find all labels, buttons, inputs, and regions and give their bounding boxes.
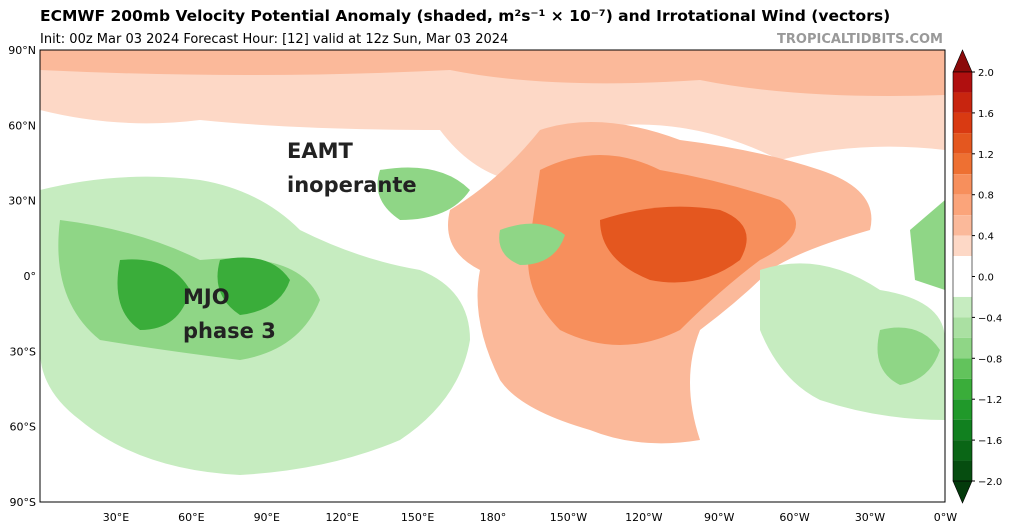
lon-label: 0°W (934, 511, 957, 524)
annotation: inoperante (287, 173, 417, 197)
lon-label: 30°W (855, 511, 885, 524)
lon-label: 150°W (550, 511, 587, 524)
colorbar-band (953, 215, 972, 236)
lon-label: 120°W (625, 511, 662, 524)
lon-label: 90°E (254, 511, 280, 524)
annotation: phase 3 (183, 319, 276, 343)
colorbar-extend (952, 480, 973, 504)
colorbar-band (953, 358, 972, 379)
colorbar-label: 0.8 (978, 191, 994, 202)
colorbar-label: 1.2 (978, 150, 994, 161)
lon-label: 60°W (779, 511, 809, 524)
anomaly-north-strong (40, 50, 945, 96)
subtitle: Init: 00z Mar 03 2024 Forecast Hour: [12… (40, 32, 508, 47)
colorbar-label: 0.4 (978, 232, 994, 243)
anomaly-negative (877, 327, 940, 385)
colorbar-label: −2.0 (978, 477, 1002, 488)
anomaly-negative-max (217, 257, 290, 315)
annotation: MJO (183, 285, 230, 309)
lat-label: 30°N (8, 195, 36, 208)
lon-label: 180° (480, 511, 507, 524)
colorbar-label: −0.8 (978, 354, 1002, 365)
colorbar-band (953, 194, 972, 216)
lon-label: 150°E (401, 511, 434, 524)
colorbar-label: −1.6 (978, 436, 1002, 447)
colorbar-band (953, 337, 972, 359)
colorbar-band (953, 378, 972, 400)
colorbar-band (953, 276, 972, 297)
map-frame (39, 49, 946, 503)
colorbar-label: 1.6 (978, 109, 994, 120)
colorbar-band (953, 256, 972, 277)
colorbar-band (953, 296, 972, 318)
colorbar-label: 0.0 (978, 273, 994, 284)
lat-label: 90°S (10, 496, 36, 509)
colorbar-label: −0.4 (978, 313, 1002, 324)
anomaly-negative-max (117, 259, 190, 330)
colorbar-band (953, 440, 972, 461)
colorbar-band (953, 72, 972, 93)
colorbar-extend (952, 49, 973, 73)
lat-label: 30°S (10, 345, 36, 358)
colorbar-band (953, 112, 972, 134)
colorbar-band (953, 317, 972, 338)
colorbar-band (953, 174, 972, 195)
colorbar-band (953, 133, 972, 154)
lon-label: 120°E (325, 511, 358, 524)
colorbar-label: −1.2 (978, 395, 1002, 406)
colorbar-band (953, 419, 972, 441)
colorbar-band (953, 92, 972, 113)
lon-label: 30°E (103, 511, 129, 524)
anomaly-negative (377, 167, 470, 220)
map (39, 49, 946, 503)
lon-label: 90°W (704, 511, 734, 524)
anomaly-negative (499, 223, 565, 265)
lat-label: 60°S (10, 421, 36, 434)
watermark: TROPICALTIDBITS.COM (777, 32, 943, 47)
colorbar: 2.0 1.6 1.2 0.8 0.4 0.0 −0.4 −0.8 −1.2 −1.6 −2.0 (952, 49, 1002, 504)
title: ECMWF 200mb Velocity Potential Anomaly (… (40, 7, 890, 25)
lon-label: 60°E (178, 511, 204, 524)
colorbar-band (953, 235, 972, 257)
annotation: EAMT (287, 139, 353, 163)
colorbar-label: 2.0 (978, 68, 994, 79)
colorbar-band (953, 399, 972, 420)
anomaly-positive-max (600, 206, 747, 283)
lat-label: 60°N (8, 119, 36, 132)
lat-label: 90°N (8, 44, 36, 57)
lat-label: 0° (24, 270, 37, 283)
colorbar-band (953, 153, 972, 175)
annotations: EAMT inoperante MJO phase 3 (183, 139, 417, 343)
anomaly-negative (910, 200, 945, 290)
colorbar-band (953, 460, 972, 481)
